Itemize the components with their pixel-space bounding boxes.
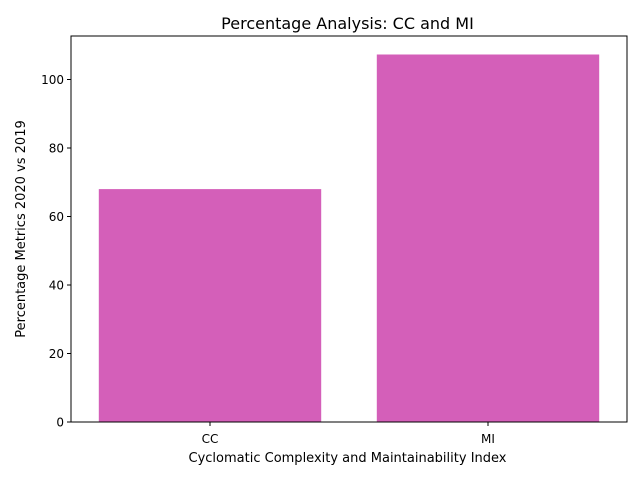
y-tick-label: 100 [41, 73, 64, 87]
chart-title: Percentage Analysis: CC and MI [221, 14, 474, 33]
plot-area [98, 54, 600, 423]
y-tick-label: 40 [49, 278, 64, 292]
plot-frame [70, 35, 628, 423]
y-axis: 0 20 40 60 80 100 [41, 73, 71, 430]
y-tick-label: 80 [49, 141, 64, 155]
bar-mi [376, 54, 600, 423]
y-tick-label: 0 [56, 416, 64, 430]
y-tick-label: 20 [49, 347, 64, 361]
x-axis-label: Cyclomatic Complexity and Maintainabilit… [189, 451, 507, 466]
bar-cc [98, 189, 322, 422]
x-axis: CC MI [202, 422, 495, 446]
y-tick-label: 60 [49, 210, 64, 224]
y-axis-label: Percentage Metrics 2020 vs 2019 [14, 120, 29, 337]
x-tick-label: CC [202, 432, 219, 446]
x-tick-label: MI [481, 432, 495, 446]
